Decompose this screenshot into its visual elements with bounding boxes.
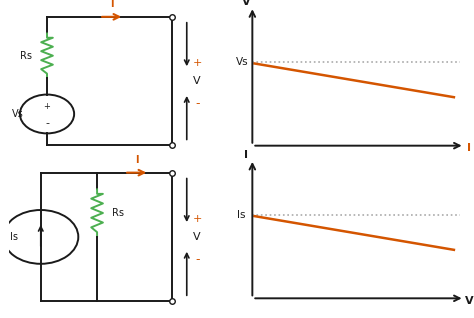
Text: -: -: [195, 97, 200, 110]
Text: V: V: [242, 0, 250, 7]
Text: +: +: [192, 58, 202, 68]
Text: V: V: [193, 232, 201, 242]
Text: I: I: [110, 0, 113, 9]
Text: +: +: [44, 102, 50, 111]
Text: -: -: [195, 253, 200, 266]
Text: Is: Is: [9, 232, 18, 242]
Text: I: I: [467, 143, 471, 154]
Text: +: +: [192, 214, 202, 224]
Text: I: I: [135, 155, 138, 165]
Text: V: V: [465, 296, 473, 306]
Text: -: -: [45, 118, 49, 128]
Text: Is: Is: [237, 210, 246, 220]
Text: Rs: Rs: [20, 51, 32, 61]
Text: Vs: Vs: [236, 57, 248, 67]
Text: Vs: Vs: [12, 109, 24, 119]
Text: Rs: Rs: [112, 208, 124, 218]
Text: I: I: [244, 150, 248, 160]
Text: V: V: [193, 76, 201, 86]
